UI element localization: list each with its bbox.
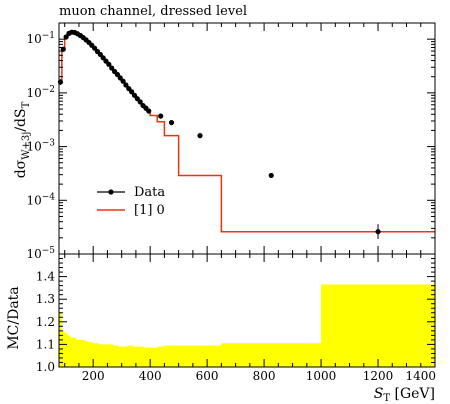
ratio-y-tick-label: 1.3: [36, 292, 55, 306]
chart-title: muon channel, dressed level: [59, 4, 247, 19]
legend: Data [1] 0: [97, 185, 165, 218]
ratio-y-tick-label: 1.2: [36, 315, 55, 329]
ratio-y-tick-label: 1.1: [36, 337, 55, 351]
x-tick-label: 200: [82, 369, 105, 383]
x-axis-label: ST [GeV]: [374, 386, 435, 404]
data-point: [268, 172, 274, 179]
data-point: [120, 78, 126, 84]
x-tick-label: 1200: [363, 369, 394, 383]
data-point: [114, 71, 120, 78]
main-distribution-panel: 10−1 10−2 10−3 10−4 10−5 dσW+3j/dST: [13, 22, 436, 261]
main-plot-frame: [58, 22, 436, 255]
ratio-y-tick-label: 1.0: [36, 360, 55, 374]
x-tick-label: 400: [139, 369, 162, 383]
x-tick-label: 1000: [306, 369, 337, 383]
main-y-axis-label: dσW+3j/dST: [13, 101, 32, 178]
data-point: [158, 113, 164, 119]
main-y-tick-label: 10−3: [26, 139, 55, 154]
data-point: [137, 99, 143, 105]
data-point: [146, 108, 152, 114]
data-point: [109, 65, 115, 71]
x-tick-label: 1400: [405, 369, 436, 383]
data-point: [123, 82, 129, 88]
ratio-plot-frame: [58, 253, 436, 368]
mc-prediction-step-line: [59, 31, 435, 233]
legend-label-data: Data: [134, 185, 165, 200]
data-point: [197, 133, 203, 139]
legend-label-mc: [1] 0: [134, 203, 165, 218]
main-y-tick-label: 10−1: [26, 31, 55, 46]
ratio-panel: 1.0 1.1 1.2 1.3 1.4 200 400 600 800 1000 1200 1400…: [6, 253, 436, 404]
main-y-tick-label: 10−2: [26, 85, 55, 100]
data-point: [106, 61, 112, 67]
x-tick-label: 800: [253, 369, 276, 383]
main-y-tick-label: 10−5: [26, 246, 55, 261]
data-point: [129, 89, 135, 95]
ratio-uncertainty-band: [59, 284, 435, 367]
ratio-y-tick-label: 1.4: [36, 270, 55, 284]
data-point: [375, 229, 381, 235]
data-point: [168, 119, 175, 126]
ratio-y-axis-label: MC/Data: [6, 286, 22, 349]
main-y-tick-label: 10−4: [26, 192, 55, 207]
data-point: [63, 34, 69, 40]
legend-data-marker: [108, 189, 114, 195]
x-tick-label: 600: [196, 369, 219, 383]
